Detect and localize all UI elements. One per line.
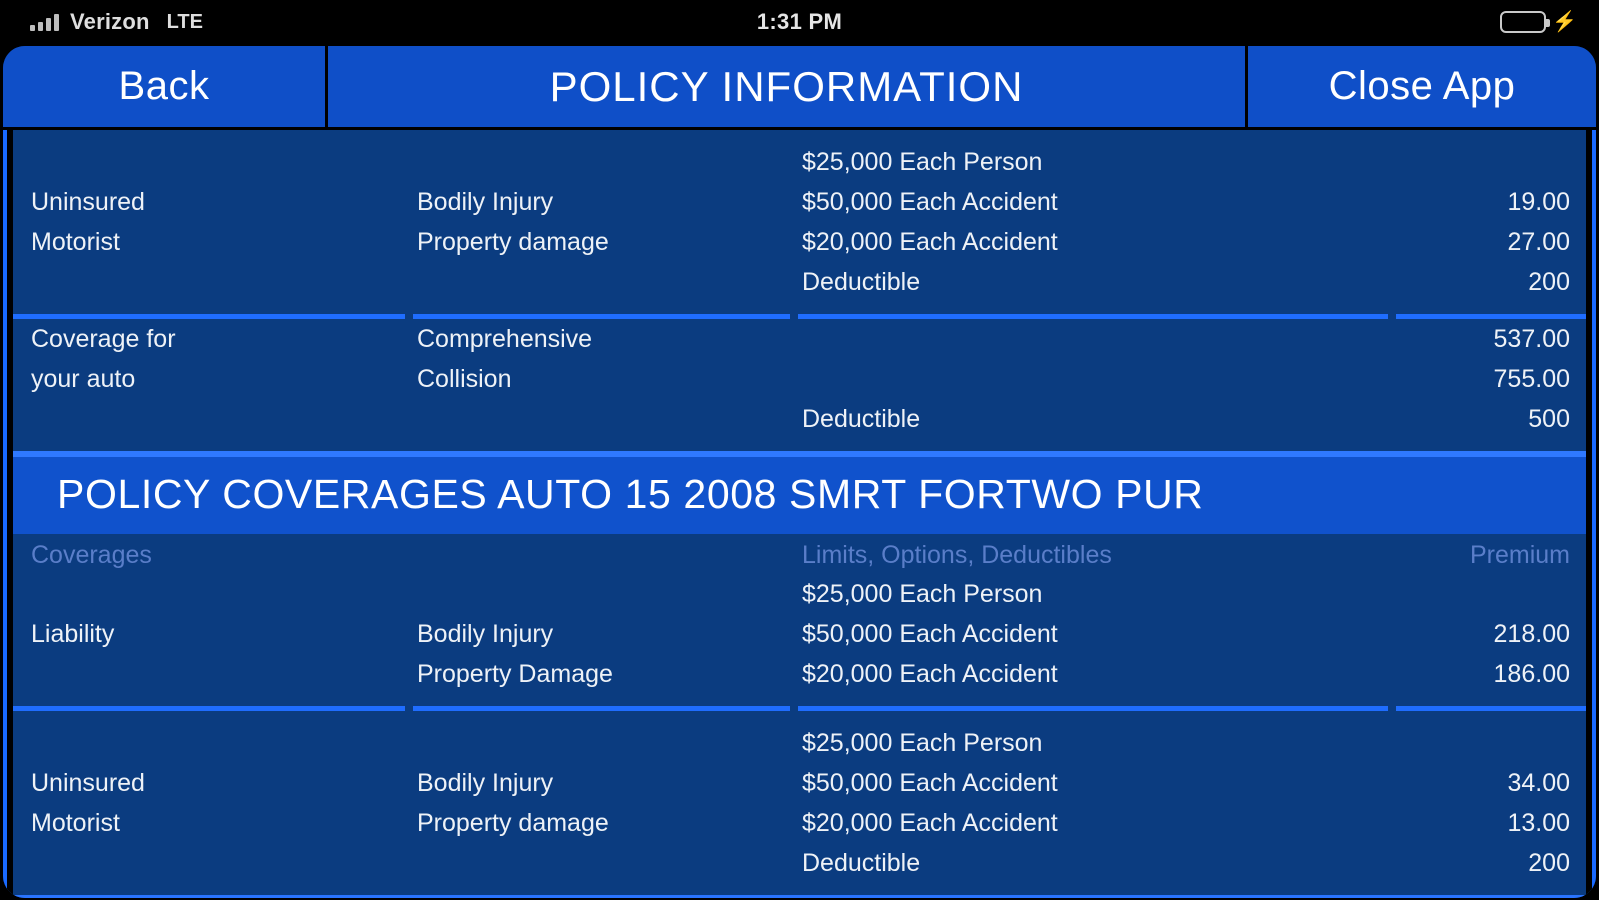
cell-premium: 537.00	[1493, 325, 1570, 353]
section-banner: POLICY COVERAGES AUTO 15 2008 SMRT FORTW…	[13, 451, 1586, 534]
cell-limit: $20,000 Each Accident	[802, 228, 1058, 256]
cell-premium: 755.00	[1493, 365, 1570, 393]
table-row: Motorist Property damage $20,000 Each Ac…	[13, 803, 1586, 843]
cell-limit: $50,000 Each Accident	[802, 620, 1058, 648]
table-row: Deductible 200	[13, 843, 1586, 883]
cell-type: Property damage	[417, 228, 609, 256]
carrier-label: Verizon	[70, 9, 150, 34]
lightning-bolt-icon: ⚡	[1552, 11, 1577, 33]
table-row: $25,000 Each Person	[13, 723, 1586, 763]
cell-coverage: Motorist	[31, 809, 120, 837]
cell-type: Bodily Injury	[417, 769, 554, 797]
cell-type: Collision	[417, 365, 512, 393]
cell-limit: $25,000 Each Person	[802, 148, 1043, 176]
app-screen: Back POLICY INFORMATION Close App $25,0	[3, 46, 1596, 898]
row-divider	[13, 895, 1586, 898]
policy-table-top: $25,000 Each Person Uninsured Bodily Inj…	[13, 130, 1586, 451]
table-row: Uninsured Bodily Injury $50,000 Each Acc…	[13, 182, 1586, 222]
cell-limit: Deductible	[802, 268, 921, 296]
status-bar-left: Verizon LTE	[30, 0, 203, 44]
table-row: Deductible 500	[13, 399, 1586, 439]
app-window: Back POLICY INFORMATION Close App $25,0	[0, 44, 1599, 900]
cell-limit: $50,000 Each Accident	[802, 769, 1058, 797]
cell-type: Property damage	[417, 809, 609, 837]
column-header-premium: Premium	[1469, 541, 1570, 569]
table-row: Motorist Property damage $20,000 Each Ac…	[13, 222, 1586, 262]
table-row: Uninsured Bodily Injury $50,000 Each Acc…	[13, 763, 1586, 803]
cell-limit: $50,000 Each Accident	[802, 188, 1058, 216]
cell-type: Property Damage	[417, 660, 613, 688]
row-divider	[13, 706, 1586, 711]
cell-premium: 500	[1528, 405, 1570, 433]
cell-coverage: Liability	[31, 620, 115, 648]
cell-premium: 200	[1528, 268, 1570, 296]
coverage-group-coverage-for-your-auto: Coverage for Comprehensive 537.00 your a…	[13, 319, 1586, 451]
table-row: your auto Collision 755.00	[13, 359, 1586, 399]
table-row: $25,000 Each Person	[13, 142, 1586, 182]
cell-premium: 27.00	[1507, 228, 1570, 256]
close-app-button[interactable]: Close App	[1328, 64, 1516, 108]
cell-coverage: Coverage for	[31, 325, 176, 353]
signal-bars-icon	[30, 13, 59, 31]
cell-premium: 218.00	[1493, 620, 1570, 648]
network-type-label: LTE	[166, 10, 203, 33]
policy-table-bottom: $25,000 Each Person Liability Bodily Inj…	[13, 574, 1586, 898]
status-bar: Verizon LTE 1:31 PM ⚡	[0, 0, 1599, 44]
cell-limit: $25,000 Each Person	[802, 729, 1043, 757]
battery-icon	[1500, 11, 1551, 33]
cell-type: Bodily Injury	[417, 620, 554, 648]
table-row: Liability Bodily Injury $50,000 Each Acc…	[13, 614, 1586, 654]
cell-limit: $20,000 Each Accident	[802, 809, 1058, 837]
coverage-group-liability: $25,000 Each Person Liability Bodily Inj…	[13, 574, 1586, 711]
cell-type: Bodily Injury	[417, 188, 554, 216]
column-header-spacer	[413, 536, 798, 574]
table-column-headers: Coverages Limits, Options, Deductibles P…	[13, 534, 1586, 574]
navigation-bar: Back POLICY INFORMATION Close App	[3, 46, 1596, 130]
back-button[interactable]: Back	[118, 64, 210, 108]
cell-premium: 200	[1528, 849, 1570, 877]
page-title: POLICY INFORMATION	[549, 62, 1024, 110]
cell-coverage: Uninsured	[31, 769, 145, 797]
coverage-group-uninsured-motorist-bottom: $25,000 Each Person Uninsured Bodily Inj…	[13, 711, 1586, 898]
cell-limit: Deductible	[802, 849, 921, 877]
table-row: Property Damage $20,000 Each Accident 18…	[13, 654, 1586, 694]
row-divider	[13, 314, 1586, 319]
coverage-group-uninsured-motorist-top: $25,000 Each Person Uninsured Bodily Inj…	[13, 130, 1586, 319]
cell-type: Comprehensive	[417, 325, 593, 353]
status-bar-right: ⚡	[1500, 0, 1577, 44]
nav-divider-right	[1245, 46, 1248, 127]
table-row: Coverage for Comprehensive 537.00	[13, 319, 1586, 359]
cell-coverage: Motorist	[31, 228, 120, 256]
cell-premium: 34.00	[1507, 769, 1570, 797]
nav-divider-left	[325, 46, 328, 127]
cell-premium: 19.00	[1507, 188, 1570, 216]
cell-coverage: your auto	[31, 365, 136, 393]
cell-limit: $25,000 Each Person	[802, 580, 1043, 608]
table-row: Deductible 200	[13, 262, 1586, 302]
cell-limit: Deductible	[802, 405, 921, 433]
policy-content: $25,000 Each Person Uninsured Bodily Inj…	[7, 130, 1592, 898]
table-row: $25,000 Each Person	[13, 574, 1586, 614]
cell-limit: $20,000 Each Accident	[802, 660, 1058, 688]
policy-scroll-area[interactable]: $25,000 Each Person Uninsured Bodily Inj…	[3, 130, 1596, 898]
status-bar-clock: 1:31 PM	[756, 9, 843, 34]
cell-premium: 186.00	[1493, 660, 1570, 688]
column-header-limits: Limits, Options, Deductibles	[802, 541, 1112, 569]
column-header-coverages: Coverages	[31, 541, 152, 569]
cell-coverage: Uninsured	[31, 188, 145, 216]
cell-premium: 13.00	[1507, 809, 1570, 837]
